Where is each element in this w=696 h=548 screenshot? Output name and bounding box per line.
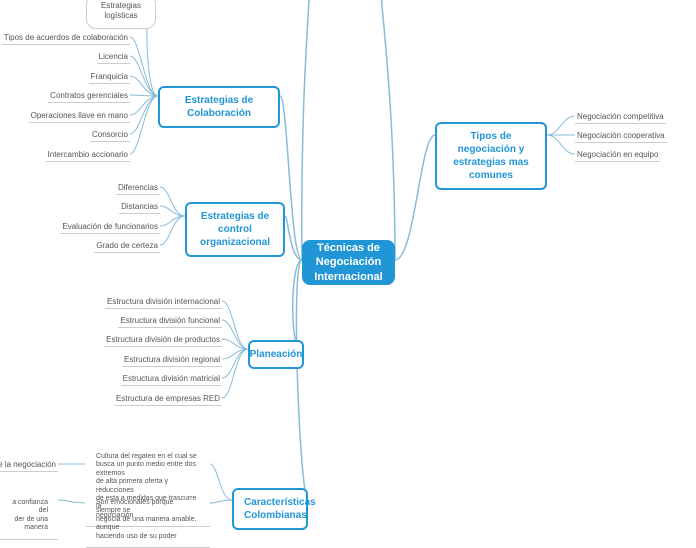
leaf-consorcio[interactable]: Consorcio xyxy=(90,129,130,142)
leaf-intercambio[interactable]: Intercambio accionario xyxy=(46,149,130,162)
leaf-e4[interactable]: Estructura división regional xyxy=(122,354,222,367)
root-label: Técnicas deNegociaciónInternacional xyxy=(314,241,382,284)
branch-control-label: Estrategias de controlorganizacional xyxy=(197,210,273,249)
leaf-e6[interactable]: Estructura de empresas RED xyxy=(114,393,222,406)
branch-carac-label: CaracterísticasColombianas xyxy=(244,496,316,522)
branch-planeacion[interactable]: Planeación xyxy=(248,340,304,369)
branch-tipos[interactable]: Tipos de negociación yestrategias mas co… xyxy=(435,122,547,190)
leaf-operaciones[interactable]: Operaciones llave en mano xyxy=(29,110,130,123)
leaf-e3[interactable]: Estructura división de productos xyxy=(104,334,222,347)
leaf-tipos-acuerdos[interactable]: Tipos de acuerdos de colaboración xyxy=(2,32,130,45)
leaf-e1[interactable]: Estructura división internacional xyxy=(105,296,222,309)
leaf-licencia[interactable]: Licencia xyxy=(97,51,130,64)
branch-colaboracion[interactable]: Estrategias de Colaboración xyxy=(158,86,280,128)
leaf-ng-cooperativa[interactable]: Negociación cooperativa xyxy=(575,130,667,143)
branch-tipos-label: Tipos de negociación yestrategias mas co… xyxy=(447,130,535,182)
root-node[interactable]: Técnicas deNegociaciónInternacional xyxy=(302,240,395,285)
leaf-ng-equipo[interactable]: Negociación en equipo xyxy=(575,149,660,162)
leaf-franquicia[interactable]: Franquicia xyxy=(89,71,130,84)
leaf-estrategias-logisticas-box[interactable]: Estrategias logísticas xyxy=(86,0,156,29)
branch-caracteristicas[interactable]: CaracterísticasColombianas xyxy=(232,488,308,530)
leaf-ng-competitiva[interactable]: Negociación competitiva xyxy=(575,111,666,124)
branch-control[interactable]: Estrategias de controlorganizacional xyxy=(185,202,285,257)
branch-colab-label: Estrategias de Colaboración xyxy=(170,94,268,120)
branch-plan-label: Planeación xyxy=(250,348,303,361)
leaf-contratos[interactable]: Contratos gerenciales xyxy=(48,90,130,103)
leaf-distancias[interactable]: Distancias xyxy=(119,201,160,214)
leaf-e2[interactable]: Estructura división funcional xyxy=(118,315,222,328)
leaf-evaluacion[interactable]: Evaluación de funcionarios xyxy=(60,221,160,234)
leaf-p2[interactable]: Son emocionales porque siempre senegocia… xyxy=(86,493,210,548)
leaf-frag1[interactable]: nto de la negociación xyxy=(0,459,58,472)
leaf-e5[interactable]: Estructura división matricial xyxy=(121,373,222,386)
leaf-grado[interactable]: Grado de certeza xyxy=(94,240,160,253)
leaf-logis-label: Estrategias logísticas xyxy=(97,1,145,22)
leaf-diferencias[interactable]: Diferencias xyxy=(116,182,160,195)
leaf-frag2[interactable]: a confianza delder de una manera xyxy=(0,493,58,540)
